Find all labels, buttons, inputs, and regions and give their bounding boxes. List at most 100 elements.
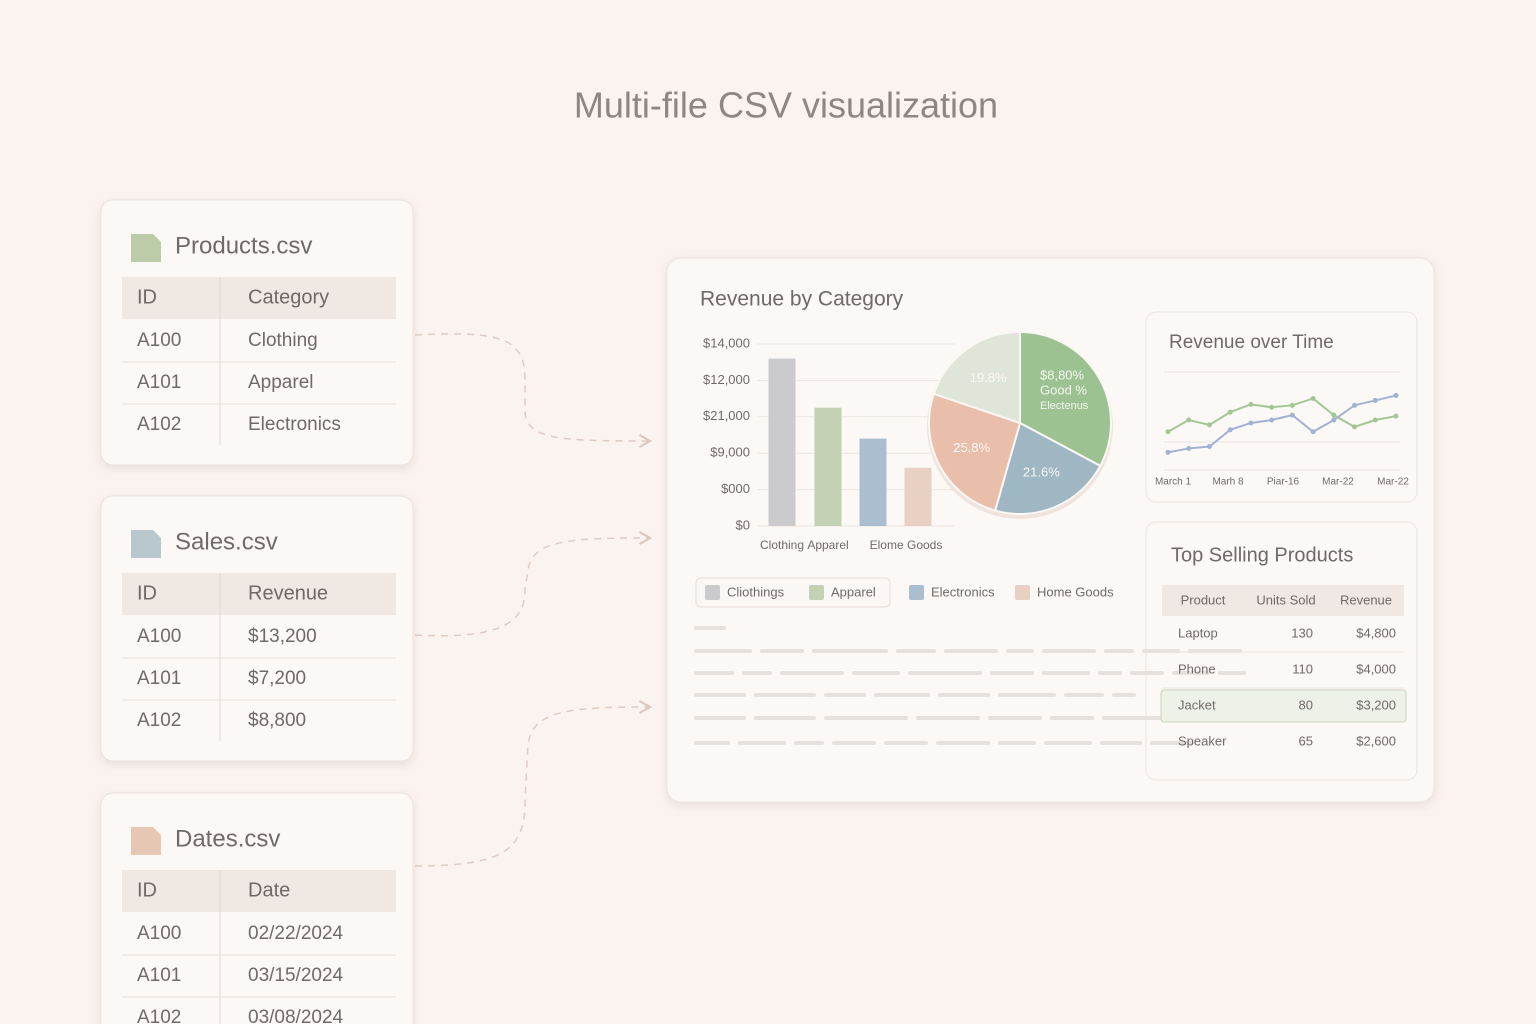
legend-label: Home Goods [1037, 584, 1114, 599]
line-point [1331, 412, 1337, 418]
line-point [1310, 395, 1316, 401]
table-title: Top Selling Products [1171, 544, 1353, 566]
cell: A102 [137, 414, 181, 435]
y-tick-label: $000 [721, 481, 750, 496]
line-point [1393, 393, 1399, 399]
cell: A102 [137, 710, 181, 731]
cell: $3,200 [1356, 697, 1396, 712]
arrow [414, 333, 653, 448]
line-point [1206, 443, 1212, 449]
line-series [1167, 394, 1397, 454]
cell: A100 [137, 626, 181, 647]
cell: $13,200 [248, 626, 317, 647]
line-point [1289, 412, 1295, 418]
column-header: Revenue [248, 582, 328, 604]
x-tick-label: Clothing [760, 538, 804, 552]
line-point [1269, 404, 1275, 410]
cell: 65 [1299, 733, 1313, 748]
file-name: Sales.csv [175, 528, 278, 555]
y-tick-label: $21,000 [703, 408, 750, 423]
pie-label: 21.6% [1023, 465, 1060, 480]
x-tick-label: Mar-22 [1322, 477, 1354, 488]
line-point [1165, 449, 1171, 455]
y-tick-label: $9,000 [710, 445, 750, 460]
file-card [100, 199, 414, 466]
line-point [1186, 445, 1192, 451]
x-tick-label: Elome Goods [870, 538, 943, 552]
cell: 03/15/2024 [248, 965, 344, 986]
arrow [414, 700, 653, 867]
bar-chart-title: Revenue by Category [700, 288, 904, 311]
line-point [1352, 424, 1358, 430]
column-header: ID [137, 286, 157, 308]
line-point [1227, 409, 1233, 415]
line-point [1248, 401, 1254, 407]
legend-swatch [809, 585, 824, 600]
pie-slice [932, 330, 1021, 425]
cell: 02/22/2024 [248, 923, 344, 944]
pie-slice [928, 392, 1022, 512]
legend-swatch [1015, 585, 1030, 600]
line-point [1165, 429, 1171, 435]
line-series [1167, 397, 1397, 433]
y-tick-label: $14,000 [703, 335, 750, 350]
cell: $7,200 [248, 668, 306, 689]
y-tick-label: $12,000 [703, 372, 750, 387]
connectors [414, 333, 653, 867]
column-header: Category [248, 286, 329, 308]
cell: A101 [137, 965, 181, 986]
cell: Clothing [248, 330, 318, 351]
line-point [1227, 427, 1233, 433]
line-point [1206, 422, 1212, 428]
line-point [1352, 402, 1358, 408]
table-header [122, 870, 396, 912]
line-point [1186, 417, 1192, 423]
legend-label: Apparel [831, 584, 876, 599]
bar [904, 467, 932, 526]
cell: 130 [1291, 625, 1313, 640]
x-tick-label: Mar-22 [1377, 477, 1409, 488]
column-header: Date [248, 879, 290, 901]
file-icon [131, 827, 161, 855]
line-point [1331, 417, 1337, 423]
cell: A101 [137, 668, 181, 689]
column-header: Revenue [1340, 592, 1392, 607]
pie-slice [1019, 330, 1112, 468]
page-title: Multi-file CSV visualization [574, 85, 998, 126]
cell: Apparel [248, 372, 314, 393]
x-tick-label: Apparel [807, 538, 848, 552]
legend-label: Cliothings [727, 584, 785, 599]
cell: Speaker [1178, 733, 1227, 748]
cell: Laptop [1178, 625, 1218, 640]
x-tick-label: Marh 8 [1212, 477, 1244, 488]
file-icon [131, 530, 161, 558]
line-point [1248, 420, 1254, 426]
column-header: Units Sold [1256, 592, 1315, 607]
line-point [1310, 429, 1316, 435]
cell: A100 [137, 330, 181, 351]
bar [814, 407, 842, 526]
pie-annotation: Good % [1040, 382, 1087, 397]
cell: $4,800 [1356, 625, 1396, 640]
line-chart-title: Revenue over Time [1169, 332, 1334, 353]
cell: A102 [137, 1007, 181, 1024]
cell: Jacket [1178, 697, 1216, 712]
x-tick-label: March 1 [1155, 477, 1192, 488]
column-header: Product [1181, 592, 1226, 607]
line-point [1372, 417, 1378, 423]
table-header [122, 277, 396, 319]
column-header: ID [137, 879, 157, 901]
file-name: Dates.csv [175, 825, 280, 852]
legend-box [695, 577, 891, 608]
cell: 80 [1299, 697, 1313, 712]
pie-annotation: $8,80% [1040, 367, 1085, 382]
table-header [1162, 585, 1404, 616]
line-point [1372, 397, 1378, 403]
pie-label: 19.8% [970, 370, 1007, 385]
line-point [1393, 413, 1399, 419]
legend-swatch [909, 585, 924, 600]
cell: Electronics [248, 414, 341, 435]
x-tick-label: Piar-16 [1267, 477, 1300, 488]
cell: 110 [1292, 661, 1313, 676]
